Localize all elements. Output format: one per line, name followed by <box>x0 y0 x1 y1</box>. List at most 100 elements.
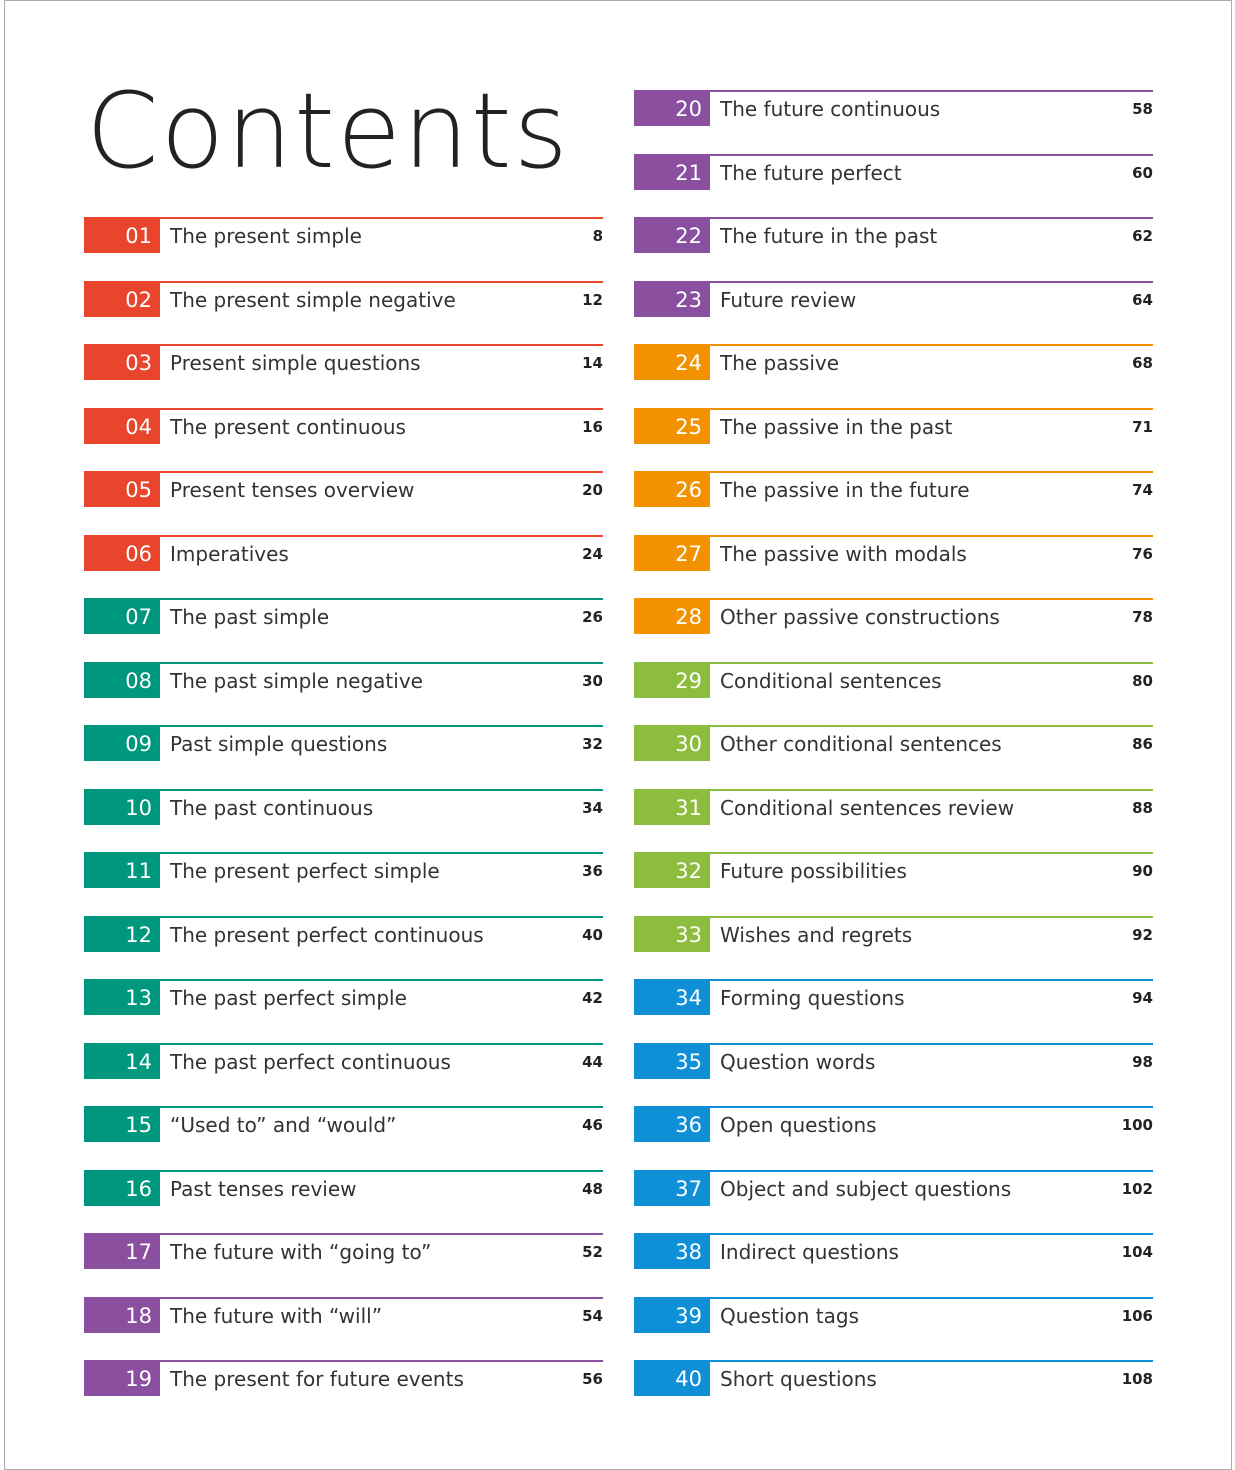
page-number: 24 <box>582 544 603 563</box>
page-number: 64 <box>1132 290 1153 309</box>
page-number: 90 <box>1132 862 1153 880</box>
chapter-title: Indirect questions <box>720 1240 899 1264</box>
page-number: 36 <box>582 862 603 880</box>
chapter-number: 33 <box>634 917 710 952</box>
toc-entry: 32 Future possibilities 90 <box>634 852 1153 894</box>
toc-entry: 39 Question tags 106 <box>634 1296 1153 1339</box>
chapter-number: 39 <box>634 1298 710 1333</box>
toc-entry: 38 Indirect questions 104 <box>634 1233 1153 1275</box>
page-number: 100 <box>1121 1116 1153 1134</box>
chapter-number: 21 <box>634 155 710 190</box>
toc-entry: 33 Wishes and regrets 92 <box>634 915 1153 958</box>
toc-entry: 19 The present for future events 56 <box>84 1360 603 1402</box>
page-number: 62 <box>1132 227 1153 245</box>
toc-entry: 17 The future with “going to” 52 <box>84 1233 603 1275</box>
chapter-title: The past perfect simple <box>170 986 407 1010</box>
chapter-number: 40 <box>634 1362 710 1396</box>
toc-entry: 27 The passive with modals 76 <box>634 534 1153 577</box>
chapter-number: 27 <box>634 536 710 571</box>
page-number: 78 <box>1132 608 1153 626</box>
chapter-title: Past tenses review <box>170 1176 357 1201</box>
page-number: 54 <box>582 1306 603 1325</box>
chapter-title: The present perfect simple <box>170 859 440 883</box>
page-number: 108 <box>1121 1370 1153 1388</box>
toc-entry: 14 The past perfect continuous 44 <box>84 1042 603 1085</box>
page-number: 16 <box>582 417 603 436</box>
chapter-title: The past simple <box>170 605 330 629</box>
page-number: 26 <box>582 608 603 626</box>
toc-entry: 20 The future continuous 58 <box>634 90 1153 132</box>
toc-entry: 30 Other conditional sentences 86 <box>634 725 1153 767</box>
page-number: 76 <box>1132 544 1153 563</box>
toc-entry: 40 Short questions 108 <box>634 1360 1153 1402</box>
chapter-number: 03 <box>84 346 160 380</box>
chapter-title: The present for future events <box>170 1367 464 1391</box>
toc-entry: 10 The past continuous 34 <box>84 788 603 831</box>
chapter-title: The future continuous <box>720 97 941 121</box>
toc-entry: 18 The future with “will” 54 <box>84 1296 603 1339</box>
toc-entry: 03 Present simple questions 14 <box>84 344 603 386</box>
chapter-title: The future with “will” <box>170 1303 383 1328</box>
page-number: 20 <box>582 481 603 499</box>
page-number: 32 <box>582 735 603 753</box>
toc-entry: 25 The passive in the past 71 <box>634 407 1153 450</box>
chapter-title: Object and subject questions <box>720 1176 1012 1201</box>
chapter-number: 18 <box>84 1298 160 1333</box>
chapter-number: 07 <box>84 600 160 634</box>
chapter-number: 15 <box>84 1108 160 1142</box>
chapter-number: 16 <box>84 1171 160 1206</box>
toc-entry: 15 “Used to” and “would” 46 <box>84 1106 603 1148</box>
toc-entry: 31 Conditional sentences review 88 <box>634 788 1153 831</box>
chapter-number: 04 <box>84 409 160 444</box>
chapter-title: The future perfect <box>720 160 902 185</box>
page-number: 14 <box>582 354 603 372</box>
toc-entry: 13 The past perfect simple 42 <box>84 979 603 1021</box>
chapter-number: 34 <box>634 981 710 1015</box>
page-number: 42 <box>582 989 603 1007</box>
chapter-title: Present simple questions <box>170 351 421 375</box>
chapter-title: The future in the past <box>720 224 938 248</box>
page-number: 58 <box>1132 100 1153 118</box>
page-number: 98 <box>1132 1052 1153 1071</box>
toc-entry: 06 Imperatives 24 <box>84 534 603 577</box>
chapter-title: Conditional sentences review <box>720 795 1015 820</box>
toc-entry: 04 The present continuous 16 <box>84 407 603 450</box>
chapter-title: Short questions <box>720 1367 877 1391</box>
toc-entry: 35 Question words 98 <box>634 1042 1153 1085</box>
chapter-title: Past simple questions <box>170 732 388 756</box>
page-number: 34 <box>582 798 603 817</box>
page-number: 60 <box>1132 163 1153 182</box>
toc-entry: 34 Forming questions 94 <box>634 979 1153 1021</box>
page-number: 104 <box>1121 1243 1153 1261</box>
chapter-title: The past continuous <box>170 795 374 820</box>
chapter-number: 11 <box>84 854 160 888</box>
chapter-number: 32 <box>634 854 710 888</box>
page-number: 92 <box>1132 925 1153 944</box>
toc-entry: 29 Conditional sentences 80 <box>634 661 1153 704</box>
page-number: 94 <box>1132 989 1153 1007</box>
page-number: 86 <box>1132 735 1153 753</box>
chapter-number: 05 <box>84 473 160 507</box>
page-number: 12 <box>582 290 603 309</box>
chapter-number: 22 <box>634 219 710 253</box>
page-number: 46 <box>582 1116 603 1134</box>
chapter-number: 36 <box>634 1108 710 1142</box>
chapter-number: 31 <box>634 790 710 825</box>
page-number: 56 <box>582 1370 603 1388</box>
chapter-number: 37 <box>634 1171 710 1206</box>
chapter-title: The present continuous <box>170 414 406 439</box>
toc-entry: 07 The past simple 26 <box>84 598 603 640</box>
toc-entry: 24 The passive 68 <box>634 344 1153 386</box>
chapter-number: 12 <box>84 917 160 952</box>
toc-entry: 26 The passive in the future 74 <box>634 471 1153 513</box>
page-number: 88 <box>1132 798 1153 817</box>
chapter-number: 23 <box>634 282 710 317</box>
chapter-number: 10 <box>84 790 160 825</box>
chapter-title: The past simple negative <box>170 668 423 693</box>
chapter-number: 29 <box>634 663 710 698</box>
chapter-title: Other conditional sentences <box>720 732 1002 756</box>
chapter-title: The passive <box>720 351 840 375</box>
toc-entry: 05 Present tenses overview 20 <box>84 471 603 513</box>
chapter-number: 24 <box>634 346 710 380</box>
